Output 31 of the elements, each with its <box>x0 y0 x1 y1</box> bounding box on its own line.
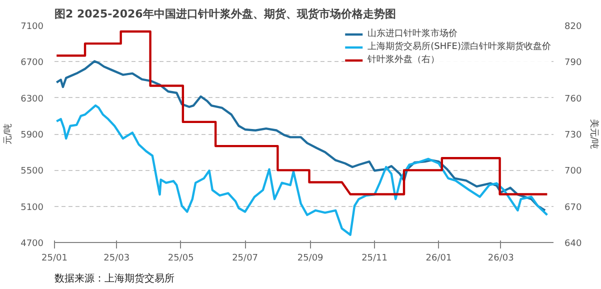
y-tick-label: 6300 <box>20 94 44 104</box>
y-tick-label: 5100 <box>20 202 44 213</box>
y-tick-label: 6700 <box>20 58 44 68</box>
line-series <box>56 30 548 196</box>
y2-tick-label: 790 <box>564 58 582 68</box>
y-axis-title: 元/吨 <box>2 123 14 145</box>
legend-label: 上海期货交易所(SHFE)漂白针叶浆期货收盘价 <box>368 40 551 53</box>
y2-tick-label: 670 <box>564 202 582 213</box>
legend-label: 针叶浆外盘（右） <box>368 54 440 66</box>
y2-tick-label: 640 <box>564 239 582 249</box>
x-tick-label: 25/05 <box>168 254 194 264</box>
x-tick-label: 26/03 <box>488 254 514 264</box>
x-tick-label: 25/09 <box>297 254 324 264</box>
y2-tick-label: 760 <box>564 94 582 104</box>
x-tick-label: 25/03 <box>104 254 130 264</box>
y2-axis-title: 美元/吨 <box>588 118 600 150</box>
line-series <box>56 104 548 236</box>
source-note: 数据来源：上海期货交易所 <box>54 272 174 284</box>
y-tick-label: 5500 <box>20 166 44 177</box>
y-tick-label: 7100 <box>20 22 44 32</box>
chart-title: 图2 2025-2026年中国进口针叶浆外盘、期货、现货市场价格走势图 <box>54 8 396 20</box>
y2-tick-label: 820 <box>564 22 582 32</box>
x-tick-label: 25/07 <box>232 254 258 264</box>
y2-tick-label: 700 <box>564 166 582 177</box>
x-tick-label: 25/01 <box>42 254 68 264</box>
x-tick-label: 26/01 <box>426 254 452 264</box>
y-tick-label: 4700 <box>20 239 44 249</box>
legend-label: 山东进口针叶浆市场价 <box>368 28 458 40</box>
y-tick-label: 5900 <box>20 130 44 140</box>
y2-tick-label: 730 <box>564 130 582 140</box>
x-tick-label: 25/11 <box>362 254 388 264</box>
